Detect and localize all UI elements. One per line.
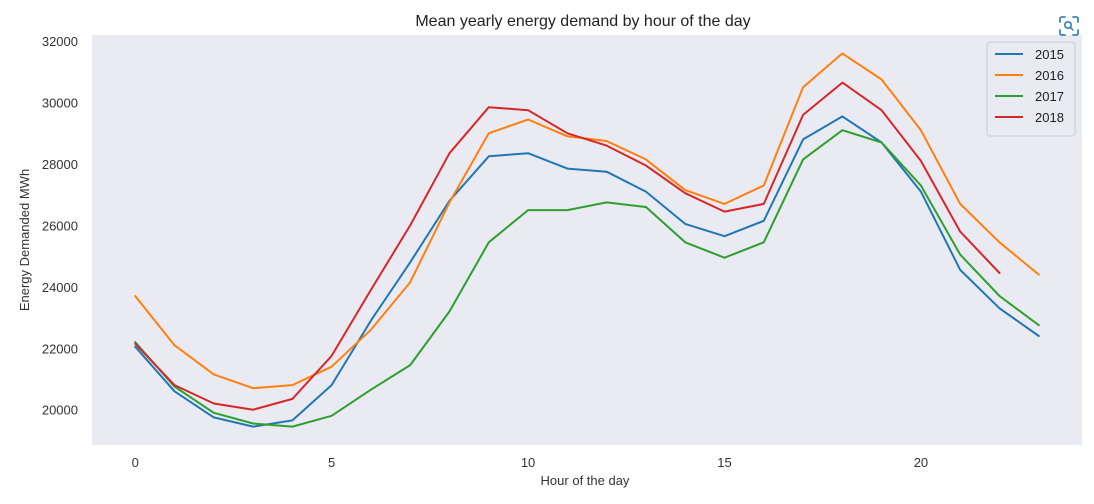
- x-tick-label: 5: [328, 455, 335, 470]
- legend-label-2018: 2018: [1035, 110, 1064, 125]
- y-tick-label: 28000: [42, 157, 78, 172]
- scan-image-icon: [1059, 16, 1079, 36]
- x-tick-label: 20: [914, 455, 928, 470]
- legend-label-2016: 2016: [1035, 68, 1064, 83]
- series-line-2017: [134, 129, 1040, 428]
- scan-image-button[interactable]: [1057, 14, 1081, 38]
- x-tick-label: 15: [717, 455, 731, 470]
- x-axis-label: Hour of the day: [541, 473, 630, 488]
- y-tick-label: 22000: [42, 341, 78, 356]
- y-axis: 20000 22000 24000 26000 28000 30000 32000: [42, 34, 78, 418]
- chart-title: Mean yearly energy demand by hour of the…: [415, 13, 750, 30]
- y-tick-label: 26000: [42, 218, 78, 233]
- x-axis: 0 5 10 15 20: [132, 455, 929, 470]
- y-tick-label: 30000: [42, 96, 78, 111]
- legend-label-2017: 2017: [1035, 89, 1064, 104]
- y-tick-label: 24000: [42, 280, 78, 295]
- legend-label-2015: 2015: [1035, 47, 1064, 62]
- y-tick-label: 32000: [42, 34, 78, 49]
- series-group: [134, 52, 1040, 428]
- y-tick-label: 20000: [42, 403, 78, 418]
- series-line-2018: [134, 81, 1001, 411]
- x-tick-label: 0: [132, 455, 139, 470]
- y-axis-label: Energy Demanded MWh: [17, 169, 32, 311]
- plot-area: [92, 35, 1082, 445]
- legend: 2015 2016 2017 2018: [986, 41, 1076, 137]
- legend-box: [986, 41, 1076, 137]
- x-tick-label: 10: [521, 455, 535, 470]
